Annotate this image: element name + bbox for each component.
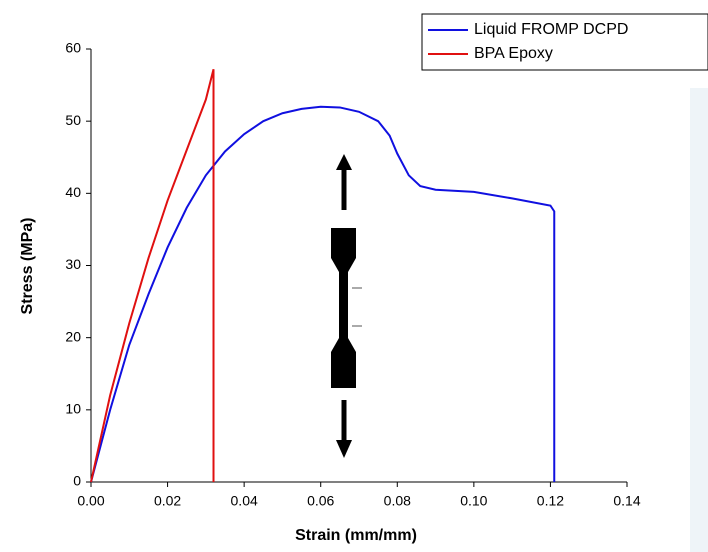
y-tick-label: 60 — [65, 40, 81, 56]
x-tick-label: 0.06 — [307, 493, 334, 509]
x-axis-label: Strain (mm/mm) — [295, 527, 417, 544]
y-tick-label: 10 — [65, 401, 81, 417]
series-line — [90, 68, 215, 483]
specimen-icon — [331, 154, 362, 458]
x-tick-label: 0.04 — [231, 493, 258, 509]
y-tick-label: 0 — [73, 473, 81, 489]
x-tick-label: 0.00 — [77, 493, 104, 509]
legend-label: BPA Epoxy — [474, 45, 553, 62]
y-tick-label: 20 — [65, 328, 81, 344]
x-tick-label: 0.10 — [460, 493, 487, 509]
y-tick-label: 40 — [65, 184, 81, 200]
background-panel — [690, 88, 708, 552]
x-tick-label: 0.08 — [384, 493, 411, 509]
y-axis-label: Stress (MPa) — [19, 218, 36, 315]
y-tick-label: 50 — [65, 112, 81, 128]
x-tick-label: 0.14 — [613, 493, 640, 509]
x-tick-label: 0.12 — [537, 493, 564, 509]
legend-label: Liquid FROMP DCPD — [474, 21, 628, 38]
y-tick-label: 30 — [65, 256, 81, 272]
legend — [421, 13, 708, 71]
x-tick-label: 0.02 — [154, 493, 181, 509]
series-line — [90, 105, 556, 483]
